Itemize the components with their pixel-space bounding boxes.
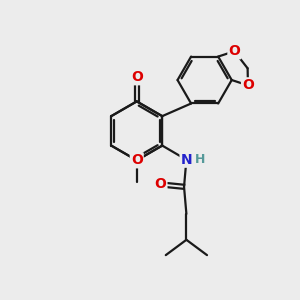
Text: O: O — [242, 78, 254, 92]
Text: N: N — [181, 153, 192, 167]
Text: H: H — [194, 153, 205, 166]
Text: O: O — [228, 44, 240, 58]
Text: O: O — [131, 70, 143, 84]
Text: O: O — [131, 153, 143, 167]
Text: O: O — [154, 177, 166, 191]
